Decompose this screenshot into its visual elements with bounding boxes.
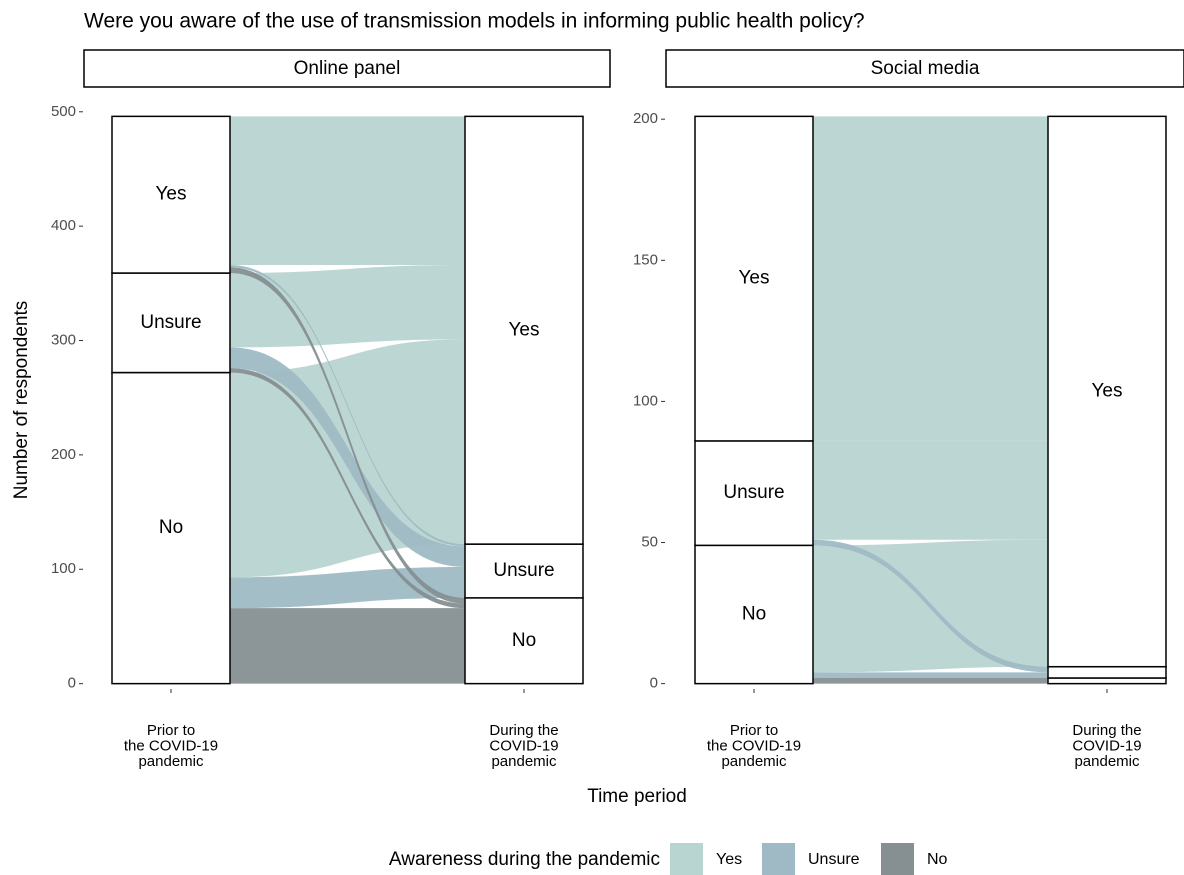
y-tick-label: 500 — [51, 103, 76, 120]
stratum — [694, 544, 814, 685]
y-tick-label: 100 — [51, 560, 76, 577]
flow — [230, 566, 465, 609]
strip — [83, 49, 611, 88]
stratum-label: Unsure — [723, 482, 784, 503]
y-tick-label: 0 — [650, 675, 658, 692]
stratum-label: No — [512, 630, 536, 651]
flow — [813, 677, 1048, 684]
stratum-label: Yes — [156, 184, 187, 205]
stratum — [1047, 665, 1167, 679]
legend-label: Unsure — [808, 851, 860, 868]
x-tick-label: the COVID-19 — [707, 737, 801, 754]
stratum — [111, 272, 231, 374]
x-tick-label: the COVID-19 — [124, 737, 218, 754]
flow — [230, 265, 465, 547]
x-tick-label: pandemic — [1074, 753, 1140, 770]
x-tick-label: Prior to — [730, 722, 778, 739]
y-tick-label: 100 — [633, 392, 658, 409]
stratum — [694, 115, 814, 442]
strip-label: Online panel — [294, 58, 401, 79]
y-tick-label: 200 — [633, 110, 658, 127]
legend-title: Awareness during the pandemic — [389, 849, 660, 870]
y-tick-label: 200 — [51, 446, 76, 463]
chart-title: Were you aware of the use of transmissio… — [84, 10, 865, 33]
y-tick-label: 0 — [68, 675, 76, 692]
y-tick-label: 150 — [633, 251, 658, 268]
legend-swatch — [881, 843, 914, 875]
stratum-label: Yes — [509, 319, 540, 340]
stratum-label: No — [159, 517, 183, 538]
stratum — [464, 597, 584, 685]
x-tick-label: During the — [489, 722, 558, 739]
strip — [665, 49, 1184, 88]
stratum-label: Unsure — [493, 560, 554, 581]
flow — [230, 367, 465, 609]
flow — [813, 440, 1048, 540]
x-tick-label: During the — [1072, 722, 1141, 739]
stratum — [111, 115, 231, 274]
stratum — [111, 371, 231, 685]
x-tick-label: pandemic — [491, 753, 557, 770]
stratum-label: Yes — [739, 268, 770, 289]
flow — [230, 116, 465, 266]
stratum-label: Yes — [1092, 381, 1123, 402]
y-tick-label: 50 — [641, 533, 658, 550]
stratum — [1047, 115, 1167, 668]
y-tick-label: 300 — [51, 331, 76, 348]
x-tick-label: COVID-19 — [1072, 737, 1141, 754]
legend-swatch — [670, 843, 703, 875]
y-tick-label: 400 — [51, 217, 76, 234]
strip-label: Social media — [871, 58, 980, 79]
flow — [230, 347, 465, 567]
y-axis-title: Number of respondents — [11, 301, 32, 500]
legend-label: Yes — [716, 851, 742, 868]
flow — [230, 267, 465, 604]
flow — [813, 672, 1048, 678]
legend-label: No — [927, 851, 948, 868]
flow — [813, 116, 1048, 441]
stratum — [464, 115, 584, 545]
x-tick-label: pandemic — [721, 753, 787, 770]
stratum — [464, 543, 584, 599]
x-tick-label: Prior to — [147, 722, 195, 739]
x-tick-label: pandemic — [138, 753, 204, 770]
x-axis-title: Time period — [587, 786, 687, 807]
flow — [230, 265, 465, 348]
x-tick-label: COVID-19 — [489, 737, 558, 754]
legend-swatch — [762, 843, 795, 875]
flow — [813, 539, 1048, 673]
stratum — [1047, 677, 1167, 685]
flow — [230, 608, 465, 684]
stratum-label: Unsure — [140, 312, 201, 333]
stratum-label: No — [742, 604, 766, 625]
